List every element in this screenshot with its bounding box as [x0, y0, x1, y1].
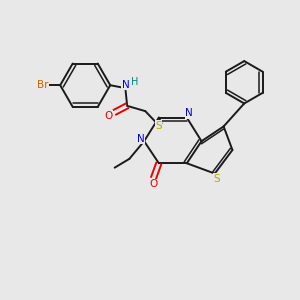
- Text: N: N: [137, 134, 145, 144]
- Text: N: N: [122, 80, 129, 90]
- Text: O: O: [149, 179, 158, 190]
- Text: Br: Br: [37, 80, 48, 90]
- Text: S: S: [155, 121, 162, 131]
- Text: H: H: [131, 77, 139, 87]
- Text: N: N: [185, 108, 193, 118]
- Text: O: O: [104, 111, 112, 121]
- Text: S: S: [214, 174, 220, 184]
